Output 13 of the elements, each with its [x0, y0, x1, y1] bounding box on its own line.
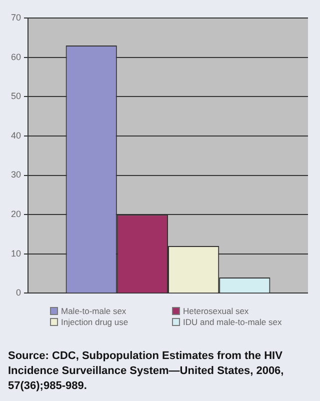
y-tick-label: 40: [10, 130, 22, 140]
y-tick-label: 10: [10, 248, 22, 258]
y-tick-label: 70: [10, 12, 22, 22]
y-tick-label: 30: [10, 170, 22, 180]
source-note: Source: CDC, Subpopulation Estimates from the HIV Incidence Surveillance System—United States, 2006, 57(36);985-989.: [8, 349, 285, 394]
y-tick-label: 50: [10, 91, 22, 102]
y-tick-label: 60: [10, 52, 22, 62]
legend-label: Male-to-male sex: [60, 306, 128, 316]
y-tick-label: 20: [10, 209, 22, 220]
legend-label: Injection drug use: [60, 317, 130, 327]
legend-label: IDU and male-to-male sex: [182, 317, 283, 327]
legend-label: Heterosexual sex: [182, 306, 250, 316]
y-tick-label: 0: [16, 288, 22, 298]
